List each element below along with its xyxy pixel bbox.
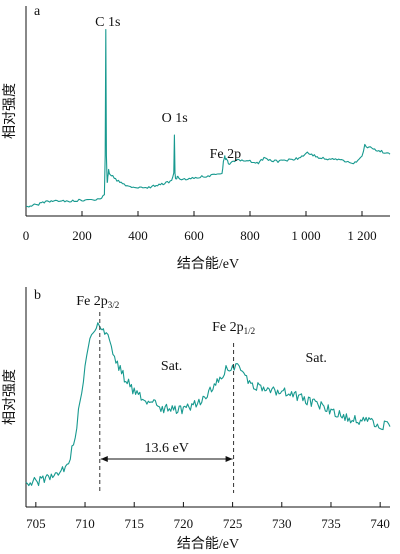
panel-b-spectrum-line	[25, 322, 391, 487]
x-tick-label: 705	[26, 516, 46, 531]
peak-label: Fe 2p3/2	[76, 294, 119, 310]
x-tick-label: 735	[321, 516, 341, 531]
x-tick-label: 600	[184, 228, 204, 243]
x-tick-label: 1 200	[347, 228, 376, 243]
x-tick-label: 720	[174, 516, 194, 531]
satellite-label: Sat.	[161, 359, 182, 374]
splitting-label: 13.6 eV	[145, 441, 189, 456]
peak-label: Fe 2p	[210, 147, 242, 162]
panel-a-y-axis-label: 相对强度	[2, 83, 18, 139]
panel-b-letter: b	[34, 288, 41, 303]
x-tick-label: 740	[370, 516, 390, 531]
x-tick-label: 400	[128, 228, 148, 243]
x-tick-label: 710	[75, 516, 95, 531]
panel-b-x-axis-label: 结合能/eV	[177, 536, 239, 552]
panel-a-x-axis-label: 结合能/eV	[177, 256, 239, 272]
panel-a-letter: a	[34, 4, 41, 19]
panel-b-y-axis-label: 相对强度	[2, 369, 18, 425]
x-tick-label: 200	[72, 228, 92, 243]
peak-label: C 1s	[95, 15, 120, 30]
x-tick-label: 0	[23, 228, 30, 243]
panel-a-spectrum-line	[25, 29, 391, 208]
x-tick-label: 715	[124, 516, 144, 531]
peak-label: Fe 2p1/2	[212, 320, 255, 336]
peak-label: O 1s	[162, 111, 188, 126]
panel-b-fe2p-spectrum: b 705 710 715 720 725 730 735 740 13.6 eV Fe 2p…	[2, 287, 391, 552]
x-tick-label: 800	[240, 228, 260, 243]
satellite-label: Sat.	[306, 351, 327, 366]
x-tick-label: 725	[223, 516, 243, 531]
x-tick-label: 730	[272, 516, 292, 531]
x-tick-label: 1 000	[291, 228, 320, 243]
